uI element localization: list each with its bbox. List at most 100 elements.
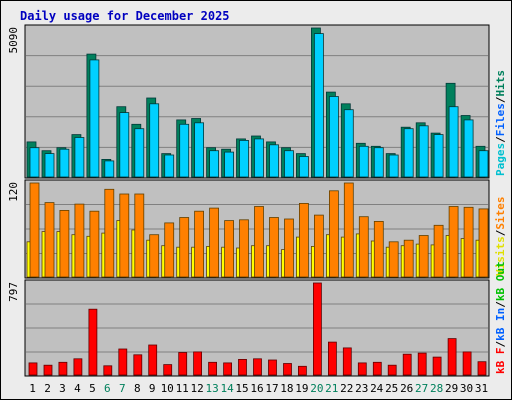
bar-sites-day-9 <box>149 234 160 278</box>
legend-kb-in: kB F/kB In/kB Out <box>494 261 507 374</box>
bar-sites-day-3 <box>59 209 70 278</box>
x-tick-label-day-17: 17 <box>265 382 278 395</box>
bar-files-day-3 <box>59 148 70 178</box>
x-tick-label-day-28: 28 <box>430 382 443 395</box>
bar-files-day-19 <box>298 156 309 178</box>
bar-sites-day-19 <box>298 202 309 278</box>
bar-files-day-30 <box>463 119 474 178</box>
legend-entry: kB F <box>494 348 507 375</box>
bar-sites-day-26 <box>403 239 414 278</box>
x-tick-label-day-20: 20 <box>310 382 323 395</box>
bar-files-day-18 <box>284 150 294 178</box>
ymax-label-hits-files-pages: 5090 <box>7 27 20 54</box>
bar-kb-in-day-19 <box>297 365 307 376</box>
bar-sites-day-1 <box>29 182 40 278</box>
bar-sites-day-12 <box>194 210 205 278</box>
bar-files-day-8 <box>134 128 145 178</box>
bar-files-day-2 <box>44 153 55 178</box>
bar-files-day-4 <box>74 137 85 178</box>
legend-entry: Sites <box>494 197 507 230</box>
legend-entry: kB Out <box>494 261 507 301</box>
x-tick-label-day-14: 14 <box>220 382 234 395</box>
bar-kb-in-day-25 <box>387 364 397 376</box>
bar-sites-day-15 <box>239 219 249 278</box>
bar-sites-day-8 <box>134 193 145 278</box>
legend-visits-sites: Visits/Sites <box>494 197 507 277</box>
legend-entry: Visits <box>494 236 507 276</box>
bar-sites-day-13 <box>209 207 220 278</box>
bar-kb-in-day-22 <box>342 347 352 376</box>
bar-sites-day-7 <box>119 193 130 278</box>
bar-files-day-12 <box>194 122 205 178</box>
bar-sites-day-28 <box>433 224 444 278</box>
bar-kb-in-day-15 <box>238 358 247 376</box>
x-tick-label-day-25: 25 <box>385 382 398 395</box>
bar-kb-in-day-10 <box>163 364 173 376</box>
x-tick-label-day-29: 29 <box>445 382 458 395</box>
bar-kb-in-day-6 <box>103 365 113 376</box>
bar-sites-day-20 <box>313 214 324 278</box>
legend-entry: / <box>494 229 507 236</box>
bar-sites-day-11 <box>179 217 190 278</box>
bar-kb-in-day-27 <box>417 352 427 376</box>
bar-sites-day-25 <box>388 241 399 278</box>
bar-kb-in-day-7 <box>118 348 128 376</box>
x-tick-label-day-18: 18 <box>280 382 293 395</box>
bar-kb-in-day-3 <box>58 361 68 376</box>
x-tick-label-day-4: 4 <box>74 382 81 395</box>
bar-sites-day-22 <box>343 182 354 278</box>
x-tick-label-day-12: 12 <box>190 382 203 395</box>
x-tick-label-day-31: 31 <box>475 382 488 395</box>
bar-kb-in-day-30 <box>462 351 472 376</box>
bar-kb-in-day-9 <box>148 344 158 376</box>
x-tick-label-day-10: 10 <box>161 382 174 395</box>
bar-files-day-22 <box>343 109 354 178</box>
bar-kb-in-day-17 <box>268 359 277 376</box>
bar-files-day-20 <box>313 33 324 178</box>
bar-sites-day-18 <box>284 218 294 278</box>
bar-files-day-13 <box>209 150 220 178</box>
bar-sites-day-14 <box>224 220 235 278</box>
x-tick-label-day-9: 9 <box>149 382 156 395</box>
bar-kb-in-day-2 <box>43 364 53 376</box>
bar-kb-in-day-12 <box>193 351 203 376</box>
bar-kb-in-day-1 <box>28 362 38 376</box>
bar-kb-in-day-21 <box>327 341 337 376</box>
bar-kb-in-day-5 <box>88 308 98 376</box>
bar-files-day-27 <box>418 125 429 178</box>
x-tick-label-day-24: 24 <box>370 382 384 395</box>
bar-files-day-5 <box>89 59 100 178</box>
bar-files-day-29 <box>448 106 459 178</box>
x-tick-label-day-16: 16 <box>250 382 263 395</box>
bar-kb-in-day-11 <box>178 352 188 376</box>
legend-entry: / <box>494 96 507 103</box>
x-tick-label-day-8: 8 <box>134 382 141 395</box>
bar-kb-in-day-16 <box>253 358 262 376</box>
bar-kb-in-day-14 <box>223 362 233 376</box>
bar-kb-in-day-24 <box>372 361 382 376</box>
bar-files-day-24 <box>373 147 384 178</box>
bar-kb-in-day-13 <box>208 361 218 376</box>
bar-sites-day-4 <box>74 203 85 278</box>
x-tick-label-day-23: 23 <box>355 382 368 395</box>
bar-kb-in-day-26 <box>402 353 412 376</box>
bar-files-day-10 <box>164 154 175 178</box>
x-tick-label-day-5: 5 <box>89 382 96 395</box>
x-tick-label-day-22: 22 <box>340 382 353 395</box>
x-tick-label-day-27: 27 <box>415 382 428 395</box>
bar-files-day-6 <box>104 160 115 178</box>
bar-files-day-23 <box>358 145 369 178</box>
bar-kb-in-day-8 <box>133 354 143 376</box>
legend-entry: Pages <box>494 143 507 176</box>
x-tick-label-day-3: 3 <box>59 382 66 395</box>
x-tick-label-day-6: 6 <box>104 382 111 395</box>
chart-title: Daily usage for December 2025 <box>20 9 230 23</box>
bar-sites-day-10 <box>164 222 175 278</box>
bar-files-day-31 <box>478 150 489 178</box>
x-tick-label-day-7: 7 <box>119 382 126 395</box>
bar-sites-day-2 <box>44 202 55 278</box>
bar-files-day-7 <box>119 112 130 178</box>
legend-entry: kB In <box>494 308 507 341</box>
bar-sites-day-27 <box>418 235 429 278</box>
